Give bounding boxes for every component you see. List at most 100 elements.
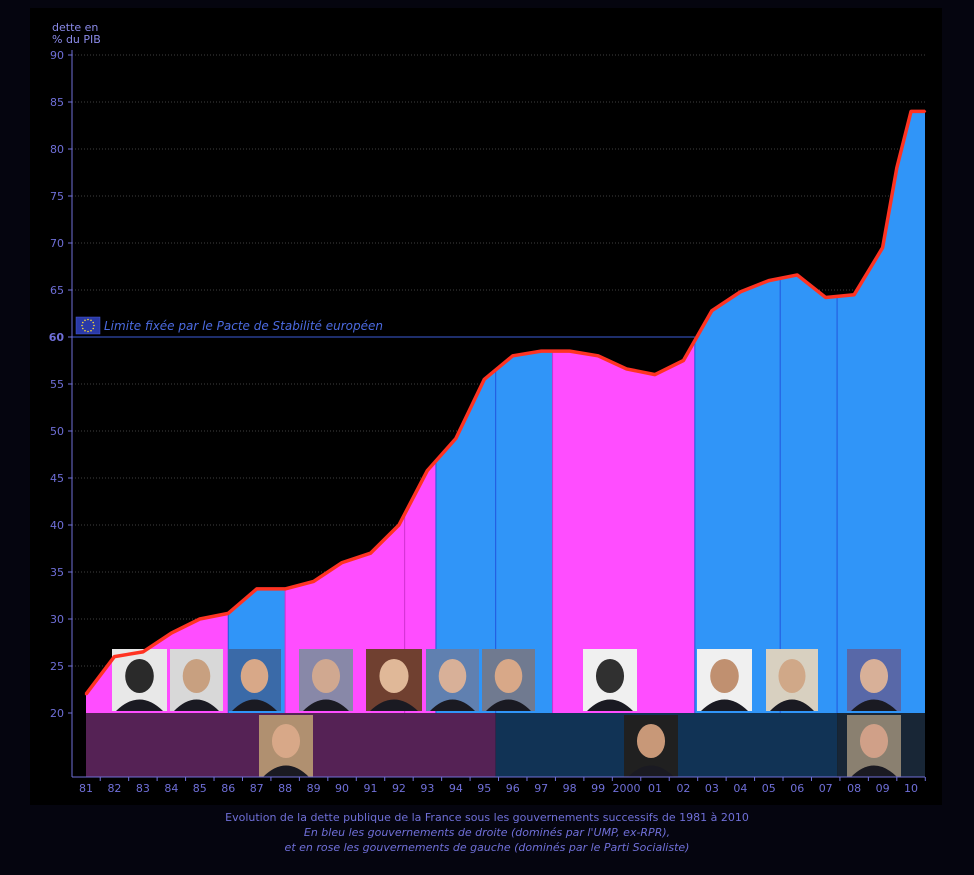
debt-point-11 bbox=[397, 523, 401, 527]
x-tick-label-88: 88 bbox=[278, 782, 292, 795]
x-tick-label-86: 86 bbox=[221, 782, 235, 795]
portrait-suit bbox=[370, 699, 418, 711]
portrait-top-3 bbox=[299, 649, 353, 711]
x-tick-label-85: 85 bbox=[193, 782, 207, 795]
x-tick-label-97: 97 bbox=[534, 782, 548, 795]
portrait-suit bbox=[770, 699, 814, 711]
portrait-top-7 bbox=[583, 649, 637, 711]
y-tick-label-90: 90 bbox=[50, 49, 64, 62]
portrait-suit bbox=[116, 699, 163, 711]
portrait-face bbox=[311, 659, 341, 693]
debt-point-31 bbox=[923, 110, 927, 113]
debt-point-13 bbox=[454, 437, 458, 440]
eu-flag-star bbox=[90, 329, 92, 332]
debt-point-15 bbox=[511, 354, 514, 357]
debt-point-3 bbox=[170, 631, 173, 635]
government-area-droite-8 bbox=[780, 274, 838, 713]
portrait-top-8 bbox=[697, 649, 752, 711]
x-tick-labels: 81 82 83 84 85 86 87 88 89 90 91 92 93 94 95 96 97 98 99 20… bbox=[79, 777, 926, 795]
portrait-suit bbox=[486, 699, 531, 711]
y-tick-label-40: 40 bbox=[50, 519, 64, 532]
portrait-top-9 bbox=[766, 649, 818, 711]
debt-point-29 bbox=[895, 166, 899, 169]
debt-point-22 bbox=[710, 309, 714, 312]
debt-point-20 bbox=[653, 373, 657, 376]
portraits bbox=[112, 649, 901, 777]
portrait-bottom-2 bbox=[847, 715, 901, 777]
portrait-suit bbox=[303, 699, 349, 711]
x-tick-label-92: 92 bbox=[392, 782, 406, 795]
y-tick-label-55: 55 bbox=[50, 378, 64, 391]
debt-point-14 bbox=[483, 378, 486, 381]
x-tick-label-10: 10 bbox=[904, 782, 918, 795]
debt-point-16 bbox=[540, 349, 543, 353]
x-tick-label-08: 08 bbox=[847, 782, 861, 795]
x-tick-label-06: 06 bbox=[790, 782, 804, 795]
portrait-top-5 bbox=[426, 649, 479, 711]
reference-line-group: Limite fixée par le Pacte de Stabilité e… bbox=[72, 316, 695, 338]
x-tick-label-82: 82 bbox=[107, 782, 121, 795]
debt-point-30 bbox=[909, 110, 913, 113]
y-tick-label-75: 75 bbox=[50, 190, 64, 203]
debt-point-4 bbox=[198, 617, 201, 621]
portrait-top-6 bbox=[482, 649, 535, 711]
y-tick-label-80: 80 bbox=[50, 143, 64, 156]
caption-line3: et en rose les gouvernements de gauche (… bbox=[284, 841, 690, 854]
portrait-face bbox=[494, 659, 523, 693]
presidency-bands bbox=[86, 713, 925, 777]
x-tick-label-02: 02 bbox=[676, 782, 690, 795]
portrait-face bbox=[778, 659, 806, 693]
eu-flag-star bbox=[90, 319, 92, 322]
x-tick-label-89: 89 bbox=[307, 782, 321, 795]
government-area-droite-7 bbox=[694, 278, 781, 713]
reference-line-label: Limite fixée par le Pacte de Stabilité e… bbox=[104, 319, 383, 333]
x-tick-label-83: 83 bbox=[136, 782, 150, 795]
debt-line bbox=[84, 109, 925, 696]
caption-line1: Evolution de la dette publique de la Fra… bbox=[225, 811, 749, 824]
x-tick-label-81: 81 bbox=[79, 782, 93, 795]
eu-flag-star bbox=[93, 324, 95, 327]
portrait-face bbox=[182, 659, 211, 693]
x-tick-label-94: 94 bbox=[449, 782, 463, 795]
portrait-suit bbox=[851, 699, 897, 711]
x-tick-label-91: 91 bbox=[364, 782, 378, 795]
portrait-suit bbox=[587, 699, 633, 711]
portrait-suit bbox=[851, 765, 897, 777]
x-tick-label-03: 03 bbox=[705, 782, 719, 795]
y-tick-label-45: 45 bbox=[50, 472, 64, 485]
x-tick-label-07: 07 bbox=[819, 782, 833, 795]
portrait-face bbox=[438, 659, 467, 693]
portrait-face bbox=[859, 659, 889, 693]
portrait-face bbox=[125, 659, 154, 693]
eu-flag-star bbox=[84, 319, 86, 322]
x-tick-label-96: 96 bbox=[506, 782, 520, 795]
debt-point-23 bbox=[739, 290, 742, 294]
debt-point-26 bbox=[824, 296, 827, 299]
caption-line2: En bleu les gouvernements de droite (dom… bbox=[303, 826, 671, 839]
portrait-bottom-1 bbox=[624, 715, 678, 777]
portrait-face bbox=[636, 724, 666, 758]
portrait-top-1 bbox=[170, 649, 223, 711]
portrait-bottom-0 bbox=[259, 715, 313, 777]
x-tick-label-2000: 2000 bbox=[613, 782, 641, 795]
government-area-gauche-6 bbox=[552, 340, 695, 713]
debt-point-24 bbox=[767, 279, 770, 282]
y-axis-label-line2: % du PIB bbox=[52, 33, 101, 46]
eu-flag-icon bbox=[75, 316, 101, 335]
y-tick-label-85: 85 bbox=[50, 96, 64, 109]
y-tick-label-35: 35 bbox=[50, 566, 64, 579]
debt-chart: Limite fixée par le Pacte de Stabilité e… bbox=[30, 8, 942, 805]
debt-point-6 bbox=[255, 587, 258, 591]
x-tick-label-84: 84 bbox=[164, 782, 178, 795]
eu-flag-star bbox=[81, 324, 83, 327]
y-axis-label-line1: dette en bbox=[52, 21, 98, 34]
debt-point-21 bbox=[682, 359, 685, 362]
debt-point-7 bbox=[283, 587, 287, 591]
y-tick-label-70: 70 bbox=[50, 237, 64, 250]
portrait-suit bbox=[430, 699, 475, 711]
x-tick-label-09: 09 bbox=[876, 782, 890, 795]
portrait-face bbox=[271, 724, 301, 758]
y-tick-label-60: 60 bbox=[49, 331, 65, 344]
x-tick-label-93: 93 bbox=[420, 782, 434, 795]
